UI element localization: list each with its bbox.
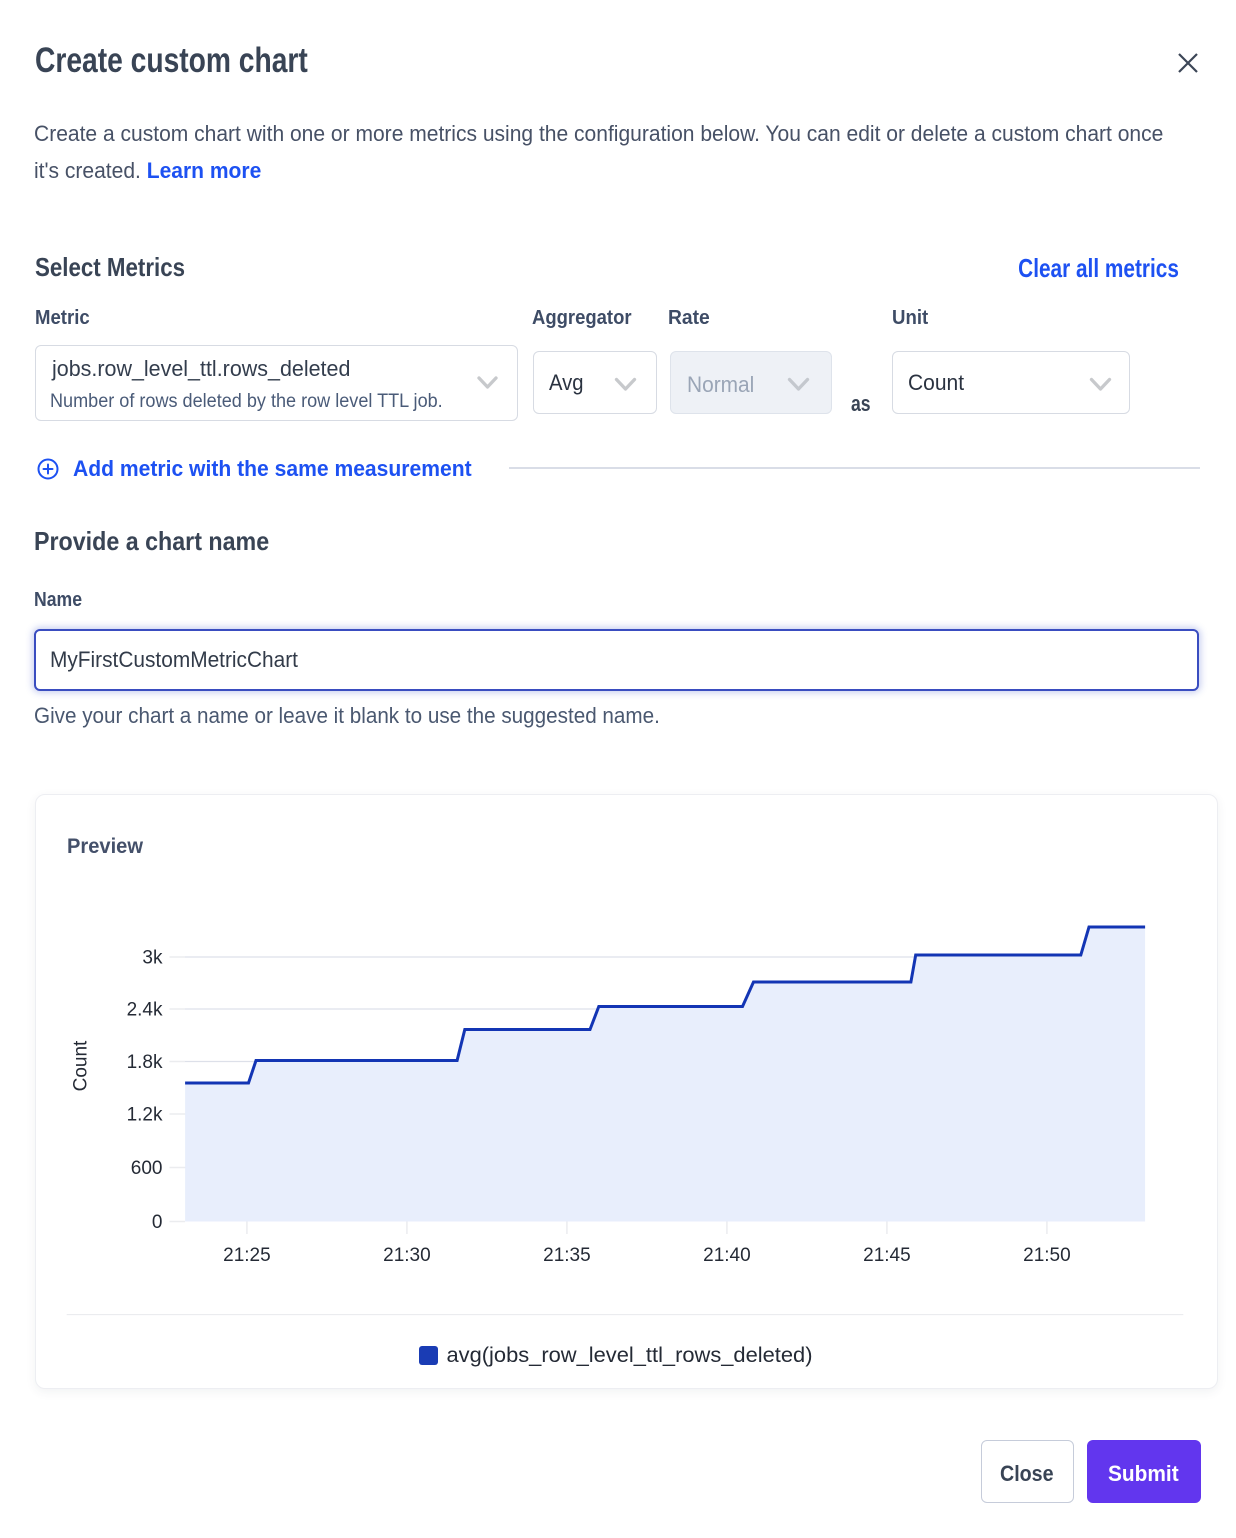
svg-text:21:40: 21:40	[703, 1245, 751, 1266]
svg-text:1.8k: 1.8k	[126, 1052, 162, 1073]
svg-text:21:45: 21:45	[863, 1245, 911, 1266]
svg-text:1.2k: 1.2k	[126, 1105, 162, 1126]
svg-text:21:30: 21:30	[383, 1245, 431, 1266]
svg-text:21:25: 21:25	[223, 1245, 271, 1266]
svg-text:600: 600	[130, 1158, 162, 1179]
svg-text:avg(jobs_row_level_ttl_rows_de: avg(jobs_row_level_ttl_rows_deleted)	[446, 1344, 812, 1367]
svg-text:21:50: 21:50	[1023, 1245, 1071, 1266]
svg-text:Count: Count	[70, 1040, 91, 1091]
svg-text:3k: 3k	[142, 948, 163, 969]
svg-text:21:35: 21:35	[543, 1245, 591, 1266]
svg-text:2.4k: 2.4k	[126, 1000, 162, 1021]
svg-text:0: 0	[151, 1212, 162, 1233]
